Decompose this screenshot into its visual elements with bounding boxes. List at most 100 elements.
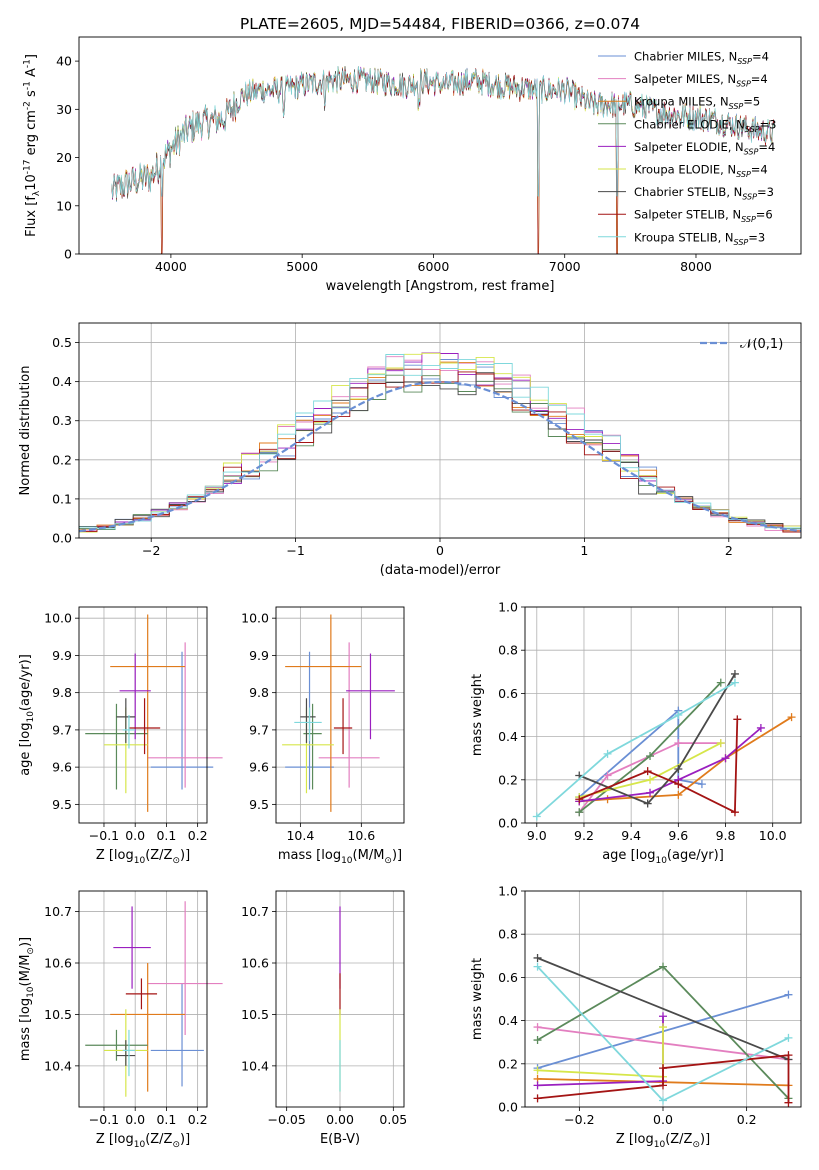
weight-marker [716,678,725,687]
y-tick-label: 9.7 [249,722,269,737]
x-tick-label: 0.00 [326,1112,354,1127]
axes-frame [524,890,802,1108]
spectrum-line-1 [111,66,775,201]
weight-marker [674,739,683,748]
y-tick-label: 9.5 [52,797,72,812]
y-axis-label: mass [log10(M/M⊙)] [18,937,36,1061]
legend-label-1: Salpeter MILES, NSSP=4 [634,72,768,88]
weight-marker [532,812,541,821]
x-axis-label: wavelength [Angstrom, rest frame] [326,279,555,294]
spectrum-line-0 [111,66,775,203]
y-tick-label: 10 [56,198,72,213]
y-tick-label: 1.0 [498,884,518,899]
y-tick-label: 0.0 [52,531,72,546]
x-tick-label: 0.0 [653,1112,673,1127]
x-tick-label: 0.0 [125,1112,145,1127]
x-tick-label: 9.0 [527,828,547,843]
normal-curve [78,380,802,533]
weight-line-8 [536,681,736,818]
errorbar-point-8 [122,1029,136,1077]
errorbar-point-4 [119,653,151,740]
y-axis-label: Normed distribution [18,366,33,496]
legend-label-5: Kroupa ELODIE, NSSP=4 [634,163,768,179]
x-tick-label: 0 [436,543,444,558]
weight-marker [659,1096,667,1105]
x-tick-label: 9.6 [668,828,688,843]
y-axis-label: Flux [fλ10-17 erg cm-2 s-1 A-1] [23,54,42,237]
axes-EBV-mass: −0.05 0.00 0.05 10.4 10.5 10.6 10.7 E(B-V) [241,890,407,1147]
y-tick-label: 0.4 [498,1013,518,1028]
y-tick-label: 0.8 [498,643,518,658]
y-tick-label: 0.0 [498,1100,518,1115]
weight-marker [533,1066,542,1075]
errorbar-point-2 [110,963,186,1092]
weight-marker [787,713,796,722]
x-tick-label: 10.6 [347,828,375,843]
x-tick-label: −0.1 [89,828,119,843]
y-tick-label: 1.0 [498,600,518,615]
errorbar-point-1 [147,901,223,1035]
x-axis-label: (data-model)/error [380,563,501,578]
errorbar-point-8 [294,707,322,742]
y-tick-label: 0.0 [498,816,518,831]
y-tick-label: 9.5 [249,797,269,812]
y-tick-label: 10.7 [44,904,72,919]
weight-marker [575,808,584,817]
y-axis-label: age [log10(age/yr)] [18,654,36,776]
weight-marker [659,1023,667,1032]
axes-Z-weight: −0.2 0.0 0.2 0.0 0.2 0.4 0.6 0.8 1.0 Z [log10(Z/Z… [470,884,802,1150]
legend-label-7: Salpeter STELIB, NSSP=6 [634,208,773,224]
axes-frame [78,890,208,1108]
axes-frame [275,890,405,1108]
x-tick-label: 0.0 [125,828,145,843]
x-tick-label: 10.4 [286,828,314,843]
legend-label-3: Chabrier ELODIE, NSSP=3 [634,117,776,133]
x-axis-label: Z [log10(Z/Z⊙)] [96,1132,190,1150]
weight-marker [730,808,739,817]
axes-frame [78,322,802,539]
x-tick-label: 5000 [286,259,318,274]
weight-marker [603,771,612,780]
weight-marker [659,962,667,971]
errorbar-point-4 [346,653,395,740]
x-tick-label: −2 [142,543,160,558]
weight-marker [697,780,706,789]
weight-marker [674,780,683,789]
weight-marker [533,1081,542,1090]
weight-marker [646,775,655,784]
y-axis-label: mass weight [470,958,485,1040]
weight-line-6 [578,673,736,805]
x-axis-label: E(B-V) [320,1132,360,1147]
x-tick-label: 9.8 [716,828,736,843]
y-axis-label: mass weight [470,674,485,756]
weight-line-6 [537,957,789,1061]
y-tick-label: 0.6 [498,686,518,701]
weight-marker [784,990,793,999]
y-tick-label: 0.4 [498,729,518,744]
histogram-8 [79,354,801,530]
weight-marker [603,795,612,804]
x-tick-label: 0.1 [156,828,176,843]
weight-marker [784,1033,793,1042]
weight-marker [674,711,683,719]
y-tick-label: 9.9 [249,648,269,663]
weight-marker [659,1012,667,1021]
spectrum-line-3 [111,66,775,202]
errorbar-point-0 [150,651,214,790]
legend-label-2: Kroupa MILES, NSSP=5 [634,95,760,111]
axes-frame [78,36,802,255]
x-tick-label: 0.2 [188,1112,208,1127]
axes-frame [78,606,208,824]
x-tick-label: 7000 [549,259,581,274]
legend: Chabrier MILES, NSSP=4 Salpeter MILES, NS… [598,50,776,247]
errorbar-point-7 [125,978,158,1010]
y-tick-label: 9.9 [52,648,72,663]
axes-spectrum: 4000 5000 6000 7000 8000 0 10 20 30 40 wavelength … [23,36,802,294]
y-tick-label: 30 [56,102,72,117]
x-tick-label: 0.2 [188,828,208,843]
y-tick-label: 10.6 [241,956,269,971]
weight-marker [533,953,542,962]
y-tick-label: 10.5 [241,1007,269,1022]
x-tick-label: 0.1 [156,1112,176,1127]
y-tick-label: 10.0 [241,611,269,626]
